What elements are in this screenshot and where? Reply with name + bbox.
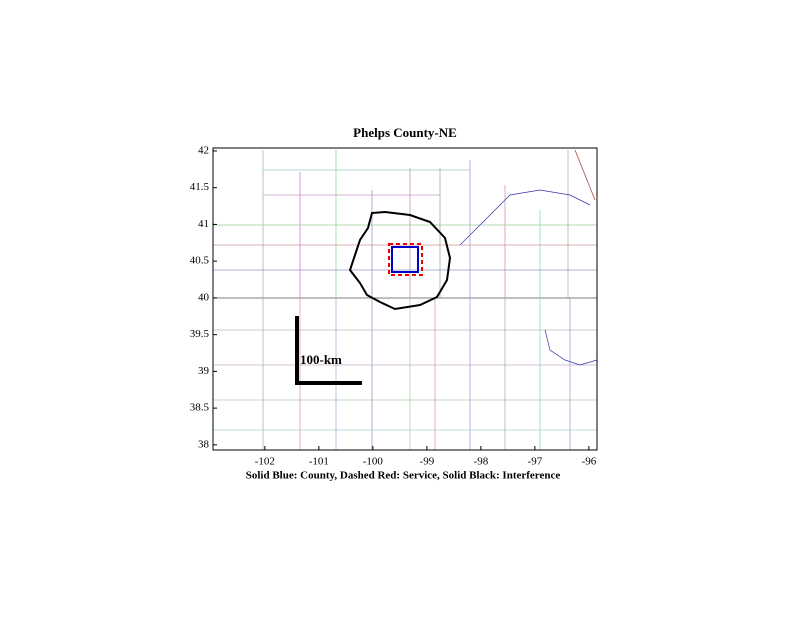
y-tick-label: 39.5 (190, 328, 210, 340)
y-tick-label: 40 (198, 291, 210, 303)
y-tick-label: 38.5 (190, 402, 210, 414)
x-tick-label: -100 (363, 456, 384, 468)
y-tick-label: 41.5 (190, 181, 210, 193)
county-outline (391, 246, 419, 273)
scale-label: 100-km (300, 352, 342, 367)
x-axis-label: Solid Blue: County, Dashed Red: Service,… (246, 470, 561, 482)
x-tick-label: -102 (255, 456, 275, 468)
y-tick-label: 38 (198, 438, 210, 450)
map-title: Phelps County-NE (353, 125, 457, 140)
x-tick-label: -99 (420, 456, 435, 468)
x-tick-label: -97 (528, 456, 543, 468)
y-tick-label: 39 (198, 365, 210, 377)
y-tick-label: 40.5 (190, 255, 210, 267)
service-area (388, 243, 423, 276)
interference-contour (348, 210, 452, 311)
plot-frame (212, 147, 598, 451)
x-tick-label: -101 (309, 456, 329, 468)
scale-bar (295, 316, 362, 385)
x-tick-label: -96 (582, 456, 597, 468)
x-tick-label: -98 (474, 456, 489, 468)
county-lines (213, 149, 598, 450)
y-tick-label: 41 (198, 218, 209, 230)
y-tick-label: 42 (198, 144, 209, 156)
